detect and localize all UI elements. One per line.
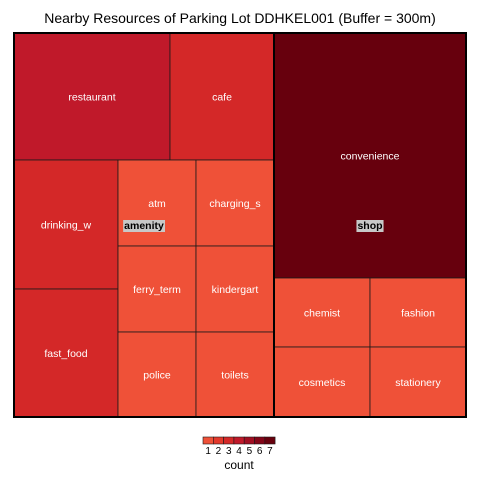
tile-label-toilets: toilets: [221, 370, 248, 382]
tile-label-drinking-w: drinking_w: [41, 220, 92, 232]
tile-label-police: police: [143, 370, 171, 382]
tile-label-cosmetics: cosmetics: [299, 377, 346, 389]
tile-label-fast-food: fast_food: [44, 348, 87, 360]
legend-tick-6: 6: [257, 446, 263, 457]
treemap-groups: amenity shop: [13, 32, 467, 418]
legend-tick-4: 4: [236, 446, 242, 457]
tile-kindergart: [195, 245, 275, 333]
tile-convenience: [273, 32, 467, 279]
tile-label-charging-s: charging_s: [209, 198, 260, 210]
legend-tick-1: 1: [205, 446, 211, 457]
legend-swatch-2: [213, 436, 224, 445]
legend-swatch-1: [202, 436, 214, 445]
tile-cosmetics: [273, 346, 371, 418]
tile-chemist: [273, 277, 371, 348]
group-label-shop: shop: [357, 220, 382, 232]
tile-label-fashion: fashion: [401, 308, 435, 320]
legend: 1 2 3 4 5 6 7 count: [202, 436, 276, 472]
tile-fast-food: [13, 288, 119, 418]
chart-title: Nearby Resources of Parking Lot DDHKEL00…: [44, 10, 436, 26]
group-label-amenity: amenity: [124, 220, 164, 232]
treemap-tiles: restaurant cafe drinking_w fast_food atm char…: [13, 32, 467, 418]
legend-swatch-6: [254, 436, 266, 445]
legend-title: count: [224, 458, 254, 472]
legend-swatch-3: [223, 436, 235, 445]
tile-label-atm: atm: [148, 198, 166, 210]
legend-tick-5: 5: [247, 446, 253, 457]
group-label-bg-amenity: [123, 220, 165, 232]
legend-tick-7: 7: [267, 446, 273, 457]
tile-ferry-term: [117, 245, 197, 333]
tile-label-chemist: chemist: [304, 308, 340, 320]
tile-label-stationery: stationery: [395, 377, 441, 389]
legend-swatch-4: [233, 436, 245, 445]
tile-police: [117, 331, 197, 418]
legend-tick-3: 3: [226, 446, 232, 457]
tile-label-kindergart: kindergart: [212, 284, 259, 296]
group-label-bg-shop: [356, 220, 384, 232]
tile-label-ferry-term: ferry_term: [133, 284, 181, 296]
tile-stationery: [369, 346, 467, 418]
tile-label-convenience: convenience: [341, 151, 400, 163]
tile-label-restaurant: restaurant: [68, 92, 115, 104]
legend-swatch-5: [243, 436, 255, 445]
legend-tick-2: 2: [216, 446, 222, 457]
group-border-shop: [273, 32, 467, 418]
tile-label-cafe: cafe: [212, 92, 232, 104]
legend-swatch-7: [264, 436, 276, 445]
tile-charging-s: [195, 159, 275, 247]
tile-fashion: [369, 277, 467, 348]
